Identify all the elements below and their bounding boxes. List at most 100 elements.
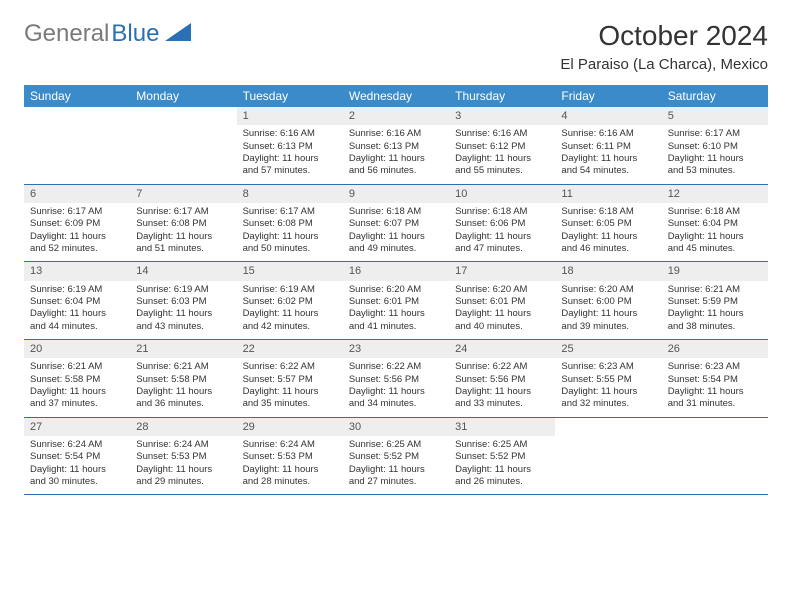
calendar-row: 1Sunrise: 6:16 AMSunset: 6:13 PMDaylight…	[24, 107, 768, 184]
day-body: Sunrise: 6:24 AMSunset: 5:53 PMDaylight:…	[237, 436, 343, 494]
sunset-text: Sunset: 6:06 PM	[455, 218, 549, 230]
day-body: Sunrise: 6:16 AMSunset: 6:11 PMDaylight:…	[555, 125, 661, 183]
weekday-header: Monday	[130, 85, 236, 107]
logo-triangle-icon	[165, 23, 191, 46]
calendar-cell: 12Sunrise: 6:18 AMSunset: 6:04 PMDayligh…	[662, 184, 768, 262]
daylight-text: Daylight: 11 hours and 34 minutes.	[349, 386, 443, 411]
daylight-text: Daylight: 11 hours and 35 minutes.	[243, 386, 337, 411]
sunrise-text: Sunrise: 6:22 AM	[455, 361, 549, 373]
daylight-text: Daylight: 11 hours and 33 minutes.	[455, 386, 549, 411]
sunset-text: Sunset: 5:54 PM	[30, 451, 124, 463]
sunset-text: Sunset: 5:53 PM	[243, 451, 337, 463]
daylight-text: Daylight: 11 hours and 44 minutes.	[30, 308, 124, 333]
calendar-head: SundayMondayTuesdayWednesdayThursdayFrid…	[24, 85, 768, 107]
calendar-cell: 30Sunrise: 6:25 AMSunset: 5:52 PMDayligh…	[343, 417, 449, 495]
calendar-cell: 3Sunrise: 6:16 AMSunset: 6:12 PMDaylight…	[449, 107, 555, 184]
sunrise-text: Sunrise: 6:24 AM	[30, 439, 124, 451]
day-number: 24	[449, 340, 555, 358]
sunset-text: Sunset: 6:00 PM	[561, 296, 655, 308]
sunrise-text: Sunrise: 6:18 AM	[349, 206, 443, 218]
sunset-text: Sunset: 6:07 PM	[349, 218, 443, 230]
calendar-cell: 24Sunrise: 6:22 AMSunset: 5:56 PMDayligh…	[449, 340, 555, 418]
sunrise-text: Sunrise: 6:16 AM	[561, 128, 655, 140]
day-body: Sunrise: 6:20 AMSunset: 6:01 PMDaylight:…	[449, 281, 555, 339]
sunset-text: Sunset: 5:57 PM	[243, 374, 337, 386]
day-number: 13	[24, 262, 130, 280]
calendar-cell: 25Sunrise: 6:23 AMSunset: 5:55 PMDayligh…	[555, 340, 661, 418]
sunrise-text: Sunrise: 6:23 AM	[668, 361, 762, 373]
sunset-text: Sunset: 5:56 PM	[349, 374, 443, 386]
daylight-text: Daylight: 11 hours and 55 minutes.	[455, 153, 549, 178]
daylight-text: Daylight: 11 hours and 26 minutes.	[455, 464, 549, 489]
calendar-cell: 5Sunrise: 6:17 AMSunset: 6:10 PMDaylight…	[662, 107, 768, 184]
daylight-text: Daylight: 11 hours and 57 minutes.	[243, 153, 337, 178]
calendar-cell: 10Sunrise: 6:18 AMSunset: 6:06 PMDayligh…	[449, 184, 555, 262]
sunset-text: Sunset: 5:58 PM	[30, 374, 124, 386]
day-number: 12	[662, 185, 768, 203]
sunset-text: Sunset: 6:02 PM	[243, 296, 337, 308]
title-block: October 2024 El Paraiso (La Charca), Mex…	[560, 20, 768, 73]
calendar-cell: 31Sunrise: 6:25 AMSunset: 5:52 PMDayligh…	[449, 417, 555, 495]
sunrise-text: Sunrise: 6:19 AM	[30, 284, 124, 296]
sunset-text: Sunset: 5:59 PM	[668, 296, 762, 308]
sunset-text: Sunset: 6:04 PM	[30, 296, 124, 308]
logo-text-gray: General	[24, 20, 109, 48]
calendar-cell: 27Sunrise: 6:24 AMSunset: 5:54 PMDayligh…	[24, 417, 130, 495]
day-number: 15	[237, 262, 343, 280]
calendar-cell: 11Sunrise: 6:18 AMSunset: 6:05 PMDayligh…	[555, 184, 661, 262]
day-number: 8	[237, 185, 343, 203]
daylight-text: Daylight: 11 hours and 29 minutes.	[136, 464, 230, 489]
sunrise-text: Sunrise: 6:18 AM	[561, 206, 655, 218]
sunset-text: Sunset: 6:08 PM	[136, 218, 230, 230]
daylight-text: Daylight: 11 hours and 53 minutes.	[668, 153, 762, 178]
sunset-text: Sunset: 5:54 PM	[668, 374, 762, 386]
daylight-text: Daylight: 11 hours and 28 minutes.	[243, 464, 337, 489]
day-body: Sunrise: 6:20 AMSunset: 6:01 PMDaylight:…	[343, 281, 449, 339]
daylight-text: Daylight: 11 hours and 31 minutes.	[668, 386, 762, 411]
day-body: Sunrise: 6:21 AMSunset: 5:58 PMDaylight:…	[130, 358, 236, 416]
calendar-cell: 22Sunrise: 6:22 AMSunset: 5:57 PMDayligh…	[237, 340, 343, 418]
sunrise-text: Sunrise: 6:22 AM	[243, 361, 337, 373]
daylight-text: Daylight: 11 hours and 27 minutes.	[349, 464, 443, 489]
calendar-cell: 9Sunrise: 6:18 AMSunset: 6:07 PMDaylight…	[343, 184, 449, 262]
day-number: 19	[662, 262, 768, 280]
calendar-cell: 16Sunrise: 6:20 AMSunset: 6:01 PMDayligh…	[343, 262, 449, 340]
day-body: Sunrise: 6:16 AMSunset: 6:13 PMDaylight:…	[343, 125, 449, 183]
sunset-text: Sunset: 5:55 PM	[561, 374, 655, 386]
calendar-cell	[555, 417, 661, 495]
sunrise-text: Sunrise: 6:18 AM	[668, 206, 762, 218]
day-number: 20	[24, 340, 130, 358]
day-body: Sunrise: 6:25 AMSunset: 5:52 PMDaylight:…	[343, 436, 449, 494]
logo-text-blue: Blue	[111, 20, 159, 48]
sunrise-text: Sunrise: 6:21 AM	[30, 361, 124, 373]
sunset-text: Sunset: 5:52 PM	[349, 451, 443, 463]
calendar-cell	[24, 107, 130, 184]
sunset-text: Sunset: 6:12 PM	[455, 141, 549, 153]
daylight-text: Daylight: 11 hours and 45 minutes.	[668, 231, 762, 256]
calendar-row: 20Sunrise: 6:21 AMSunset: 5:58 PMDayligh…	[24, 340, 768, 418]
day-body: Sunrise: 6:18 AMSunset: 6:06 PMDaylight:…	[449, 203, 555, 261]
calendar-cell: 8Sunrise: 6:17 AMSunset: 6:08 PMDaylight…	[237, 184, 343, 262]
daylight-text: Daylight: 11 hours and 56 minutes.	[349, 153, 443, 178]
calendar-cell	[130, 107, 236, 184]
calendar-cell: 28Sunrise: 6:24 AMSunset: 5:53 PMDayligh…	[130, 417, 236, 495]
sunrise-text: Sunrise: 6:17 AM	[136, 206, 230, 218]
calendar-cell: 14Sunrise: 6:19 AMSunset: 6:03 PMDayligh…	[130, 262, 236, 340]
day-number: 23	[343, 340, 449, 358]
day-body: Sunrise: 6:18 AMSunset: 6:07 PMDaylight:…	[343, 203, 449, 261]
page-header: General Blue October 2024 El Paraiso (La…	[24, 20, 768, 73]
day-body: Sunrise: 6:23 AMSunset: 5:55 PMDaylight:…	[555, 358, 661, 416]
sunrise-text: Sunrise: 6:20 AM	[561, 284, 655, 296]
sunrise-text: Sunrise: 6:17 AM	[668, 128, 762, 140]
sunrise-text: Sunrise: 6:25 AM	[349, 439, 443, 451]
calendar-cell: 7Sunrise: 6:17 AMSunset: 6:08 PMDaylight…	[130, 184, 236, 262]
daylight-text: Daylight: 11 hours and 36 minutes.	[136, 386, 230, 411]
day-number: 17	[449, 262, 555, 280]
sunrise-text: Sunrise: 6:23 AM	[561, 361, 655, 373]
daylight-text: Daylight: 11 hours and 50 minutes.	[243, 231, 337, 256]
day-number: 26	[662, 340, 768, 358]
daylight-text: Daylight: 11 hours and 46 minutes.	[561, 231, 655, 256]
sunset-text: Sunset: 5:53 PM	[136, 451, 230, 463]
calendar-cell: 21Sunrise: 6:21 AMSunset: 5:58 PMDayligh…	[130, 340, 236, 418]
sunrise-text: Sunrise: 6:19 AM	[243, 284, 337, 296]
